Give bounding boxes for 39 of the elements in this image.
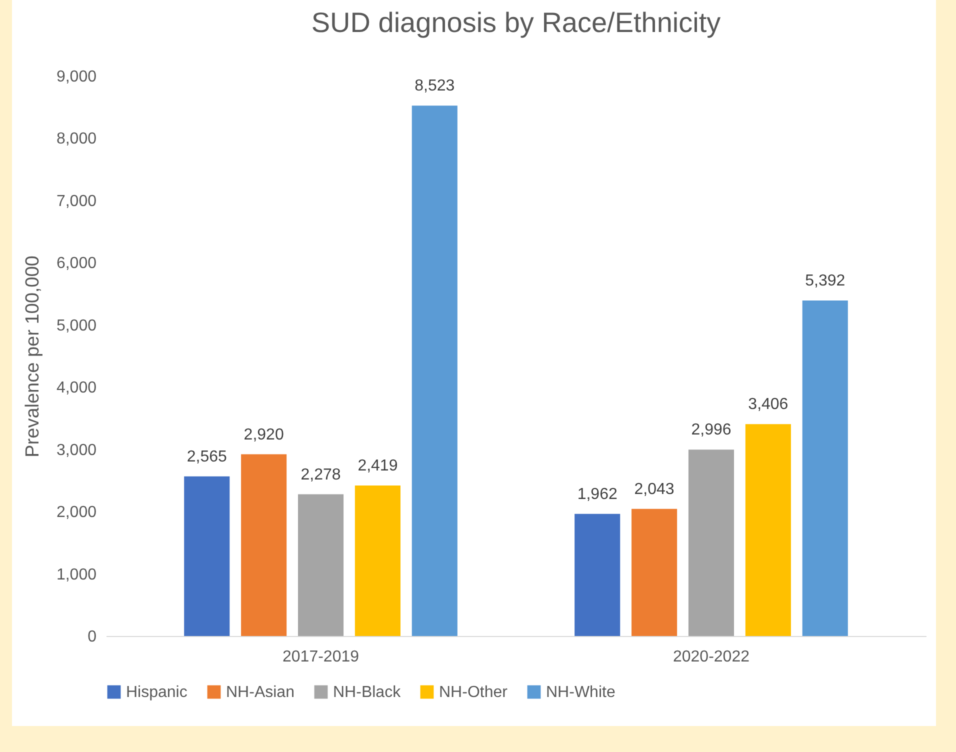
bar <box>412 106 458 636</box>
x-tick-label: 2020-2022 <box>672 648 750 666</box>
y-tick-label: 7,000 <box>56 192 97 210</box>
y-tick-label: 6,000 <box>56 255 97 272</box>
legend-label: NH-Asian <box>226 684 294 701</box>
legend-label: Hispanic <box>126 684 188 701</box>
chart-title: SUD diagnosis by Race/Ethnicity <box>311 7 721 38</box>
y-tick-label: 2,000 <box>56 504 97 522</box>
y-tick-label: 1,000 <box>56 566 97 584</box>
y-axis-title: Prevalence per 100,000 <box>22 256 44 458</box>
bar <box>574 514 620 636</box>
data-label: 2,565 <box>186 448 227 466</box>
data-label: 8,523 <box>414 78 455 95</box>
bar <box>688 450 734 636</box>
bar <box>632 508 678 636</box>
data-label: 2,996 <box>691 422 732 439</box>
bar <box>298 494 344 636</box>
y-tick-label: 5,000 <box>56 317 97 334</box>
bar <box>184 476 230 636</box>
legend-label: NH-Other <box>439 684 508 701</box>
data-label: 2,419 <box>358 457 398 474</box>
bar <box>745 424 791 636</box>
bar <box>241 454 287 636</box>
legend-label: NH-Black <box>333 684 402 701</box>
y-tick-label: 8,000 <box>56 130 97 148</box>
legend-label: NH-White <box>546 684 616 701</box>
y-tick-label: 0 <box>88 628 97 646</box>
y-tick-label: 9,000 <box>56 68 97 86</box>
data-label: 1,962 <box>577 486 618 503</box>
data-label: 2,043 <box>634 480 674 498</box>
y-tick-label: 4,000 <box>56 380 97 397</box>
data-label: 5,392 <box>805 272 846 290</box>
x-tick-label: 2017-2019 <box>282 648 360 666</box>
data-label: 2,278 <box>300 466 341 484</box>
y-tick-label: 3,000 <box>56 442 97 459</box>
bar <box>354 485 400 636</box>
bar <box>802 300 848 636</box>
data-label: 3,406 <box>748 396 788 414</box>
data-label: 2,920 <box>244 426 284 444</box>
